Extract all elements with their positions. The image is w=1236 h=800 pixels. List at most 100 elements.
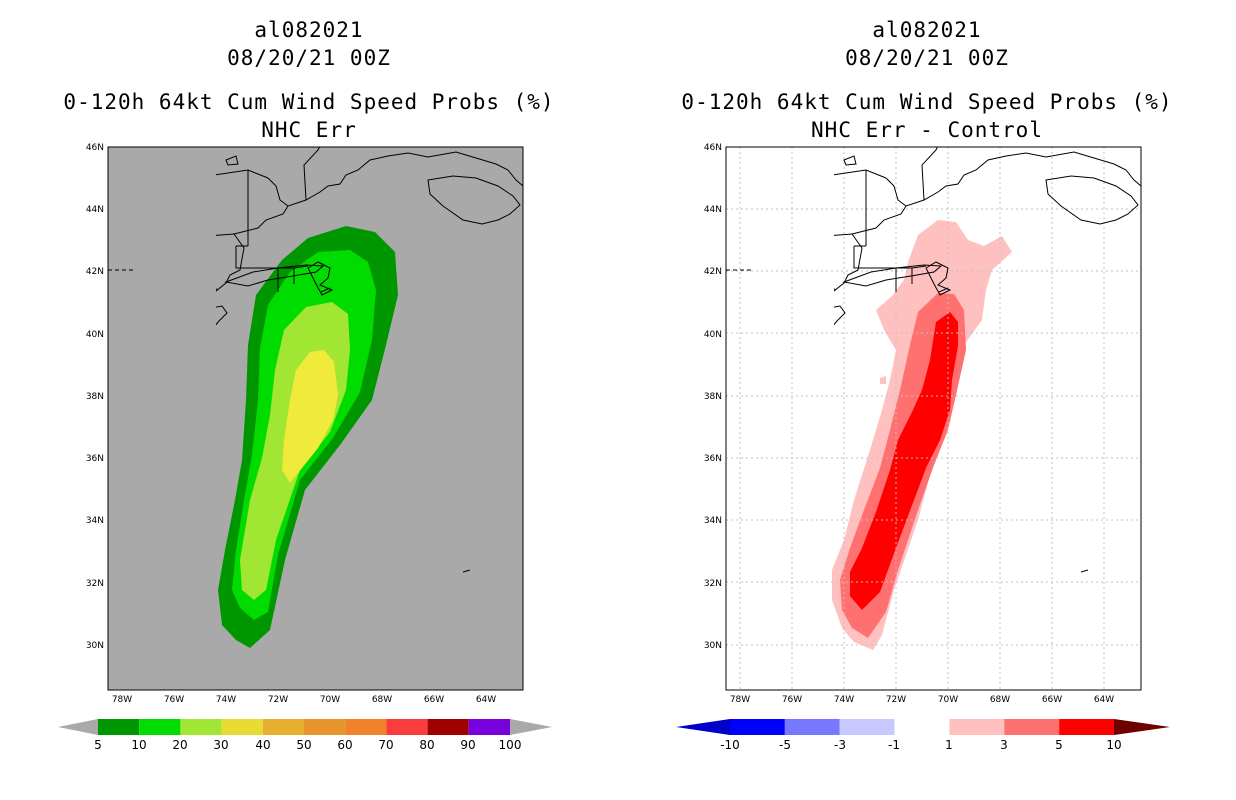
colorbar-swatch <box>139 719 181 735</box>
contour-30pct <box>282 350 338 483</box>
lat-label: 30N <box>704 641 722 651</box>
colorbar-label: 5 <box>94 738 102 752</box>
colorbar-label: -10 <box>720 738 740 752</box>
lon-label: 64W <box>476 695 496 705</box>
lat-labels: 46N 44N 42N 40N 38N 36N 34N 32N 30N <box>86 143 104 651</box>
colorbar-labels: 5 10 20 30 40 50 60 70 80 90 100 <box>94 738 521 752</box>
colorbar-swatch <box>949 719 1005 735</box>
colorbar-swatch <box>1059 719 1114 735</box>
lat-label: 40N <box>86 330 104 340</box>
lon-labels: 78W 76W 74W 72W 70W 68W 66W 64W <box>112 695 496 705</box>
lon-labels: 78W 76W 74W 72W 70W 68W 66W 64W <box>730 695 1114 705</box>
colorbar-swatch <box>427 719 469 735</box>
lon-label: 74W <box>216 695 236 705</box>
lon-label: 66W <box>424 695 444 705</box>
colorbar-swatch <box>304 719 346 735</box>
lon-label: 78W <box>112 695 132 705</box>
colorbar-label: 20 <box>172 738 187 752</box>
lon-label: 72W <box>886 695 906 705</box>
lon-label: 64W <box>1094 695 1114 705</box>
lat-label: 32N <box>704 579 722 589</box>
lat-label: 38N <box>704 392 722 402</box>
lon-label: 76W <box>782 695 802 705</box>
colorbar-swatch <box>894 719 950 735</box>
left-panel: al082021 08/20/21 00Z 0-120h 64kt Cum Wi… <box>58 18 555 752</box>
right-panel: al082021 08/20/21 00Z 0-120h 64kt Cum Wi… <box>618 0 1236 800</box>
storm-id: al082021 <box>254 18 364 42</box>
lat-label: 44N <box>86 205 104 215</box>
map-frame <box>107 146 524 691</box>
colorbar-swatch <box>221 719 263 735</box>
colorbar-swatch <box>386 719 428 735</box>
lon-label: 66W <box>1042 695 1062 705</box>
colorbar-swatch <box>262 719 304 735</box>
lat-label: 38N <box>86 392 104 402</box>
colorbar-label: -3 <box>834 738 846 752</box>
lat-label: 42N <box>704 267 722 277</box>
lat-label: 42N <box>86 267 104 277</box>
map-title: 0-120h 64kt Cum Wind Speed Probs (%) <box>63 90 555 114</box>
colorbar-low-arrow <box>58 719 98 735</box>
map-title: 0-120h 64kt Cum Wind Speed Probs (%) <box>681 90 1173 114</box>
storm-id: al082021 <box>872 18 982 42</box>
map-subtitle: NHC Err - Control <box>811 118 1043 142</box>
colorbar-label: 80 <box>419 738 434 752</box>
lon-label: 76W <box>164 695 184 705</box>
colorbar-labels: -10 -5 -3 -1 1 3 5 10 <box>720 738 1121 752</box>
lat-label: 32N <box>86 579 104 589</box>
colorbar-swatch <box>98 719 140 735</box>
colorbar-label: 60 <box>337 738 352 752</box>
probability-contours <box>218 226 398 648</box>
colorbar-swatch <box>345 719 387 735</box>
datetime: 08/20/21 00Z <box>845 46 1009 70</box>
colorbar-high-arrow <box>1114 719 1170 735</box>
colorbar-label: 10 <box>131 738 146 752</box>
map-frame <box>725 146 1142 691</box>
colorbar-swatch <box>1004 719 1060 735</box>
colorbar-swatches <box>98 719 510 735</box>
lon-label: 68W <box>372 695 392 705</box>
lon-label: 72W <box>268 695 288 705</box>
lat-label: 34N <box>704 516 722 526</box>
contour-spot <box>880 376 886 384</box>
colorbar-label: 1 <box>945 738 953 752</box>
colorbar-swatch <box>180 719 222 735</box>
difference-contours <box>832 220 1012 650</box>
lat-label: 36N <box>86 454 104 464</box>
lat-label: 46N <box>86 143 104 153</box>
lat-label: 40N <box>704 330 722 340</box>
colorbar-label: 100 <box>499 738 522 752</box>
lon-label: 74W <box>834 695 854 705</box>
colorbar-label: 30 <box>213 738 228 752</box>
colorbar-label: 40 <box>255 738 270 752</box>
map-subtitle: NHC Err <box>261 118 357 142</box>
datetime: 08/20/21 00Z <box>227 46 391 70</box>
colorbar-label: 3 <box>1000 738 1008 752</box>
lat-label: 34N <box>86 516 104 526</box>
colorbar: -10 -5 -3 -1 1 3 5 10 <box>676 719 1170 752</box>
colorbar-low-arrow <box>676 719 730 735</box>
lon-label: 70W <box>938 695 958 705</box>
colorbar-label: 5 <box>1055 738 1063 752</box>
colorbar-label: 70 <box>378 738 393 752</box>
right-map-svg: 46N 44N 42N 40N 38N 36N 34N 32N 30N 78W … <box>676 143 1170 752</box>
colorbar-label: 90 <box>460 738 475 752</box>
colorbar-label: 10 <box>1106 738 1121 752</box>
colorbar-label: 50 <box>296 738 311 752</box>
colorbar-swatch <box>468 719 510 735</box>
colorbar-high-arrow <box>510 719 552 735</box>
gridlines <box>726 147 1141 690</box>
lon-label: 78W <box>730 695 750 705</box>
lat-label: 36N <box>704 454 722 464</box>
left-map-svg: 46N 44N 42N 40N 38N 36N 34N 32N 30N 78W … <box>58 143 552 752</box>
lat-label: 44N <box>704 205 722 215</box>
colorbar-swatch <box>784 719 840 735</box>
lat-label: 46N <box>704 143 722 153</box>
colorbar-label: -1 <box>888 738 900 752</box>
lat-label: 30N <box>86 641 104 651</box>
colorbar-swatch <box>839 719 895 735</box>
contour-5-to-10 <box>850 312 958 610</box>
colorbar-swatch <box>730 719 785 735</box>
lat-labels: 46N 44N 42N 40N 38N 36N 34N 32N 30N <box>704 143 722 651</box>
lon-label: 70W <box>320 695 340 705</box>
